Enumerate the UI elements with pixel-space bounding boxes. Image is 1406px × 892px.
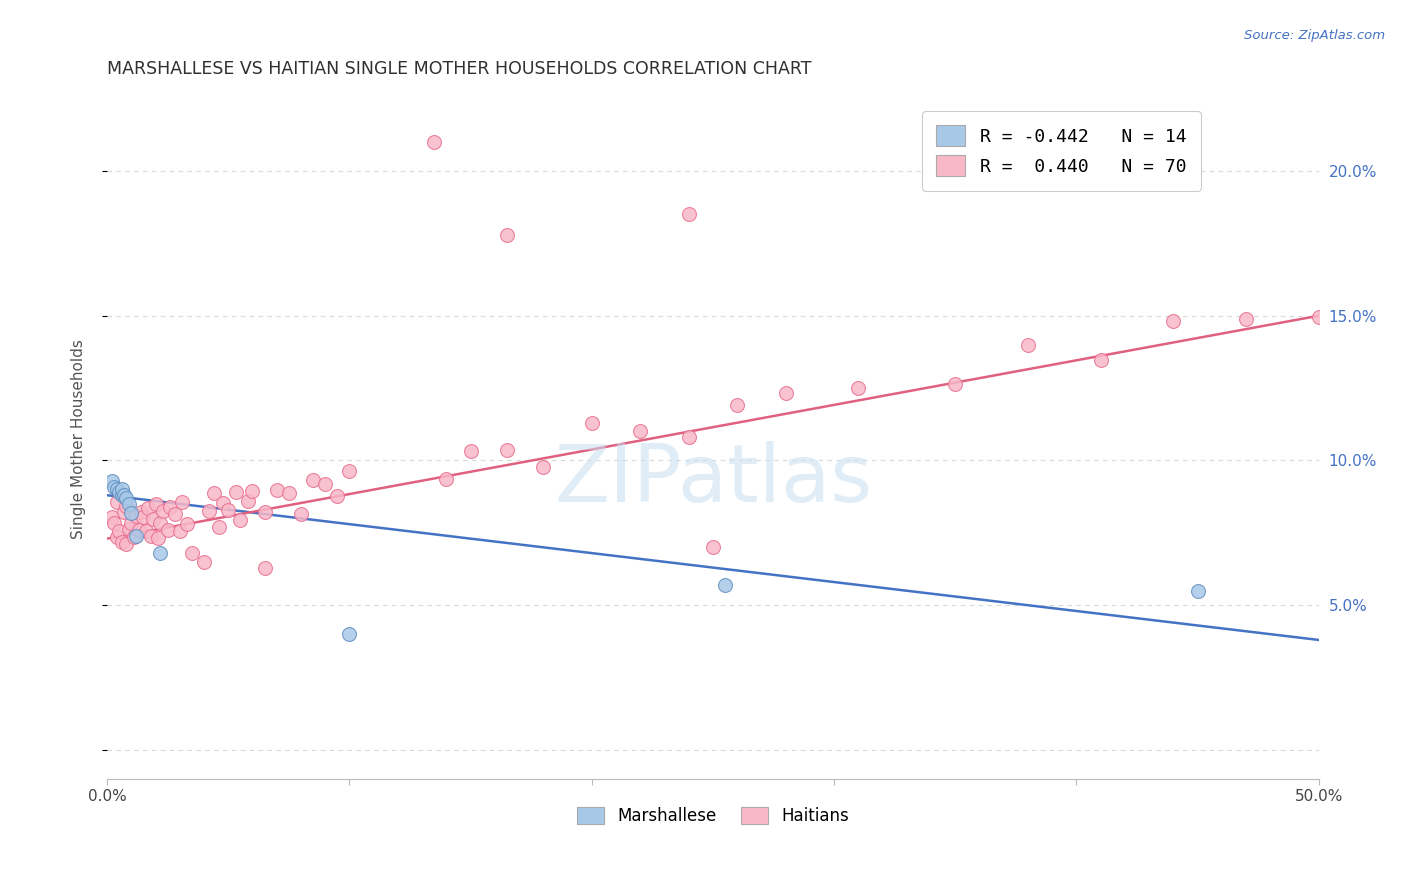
Point bbox=[531, 459, 554, 474]
Point bbox=[110, 488, 132, 502]
Point bbox=[628, 424, 651, 438]
Point bbox=[149, 516, 172, 530]
Point bbox=[434, 472, 457, 486]
Point bbox=[108, 485, 131, 500]
Point bbox=[110, 483, 132, 497]
Point bbox=[112, 488, 135, 502]
Point bbox=[290, 508, 312, 522]
Point bbox=[112, 505, 135, 519]
Point bbox=[101, 510, 124, 524]
Point bbox=[848, 381, 870, 395]
Point bbox=[118, 497, 141, 511]
Point bbox=[775, 385, 797, 400]
Point bbox=[159, 500, 181, 514]
Point bbox=[277, 486, 299, 500]
Point bbox=[180, 546, 202, 560]
Point bbox=[176, 516, 198, 531]
Point bbox=[120, 516, 142, 530]
Text: MARSHALLESE VS HAITIAN SINGLE MOTHER HOUSEHOLDS CORRELATION CHART: MARSHALLESE VS HAITIAN SINGLE MOTHER HOU… bbox=[107, 60, 811, 78]
Point bbox=[115, 491, 138, 505]
Text: ZIPatlas: ZIPatlas bbox=[554, 441, 872, 518]
Point bbox=[1017, 338, 1039, 352]
Point bbox=[581, 416, 603, 430]
Point bbox=[198, 504, 221, 518]
Point bbox=[714, 578, 737, 592]
Point bbox=[253, 505, 276, 519]
Point bbox=[128, 523, 150, 537]
Point bbox=[314, 476, 336, 491]
Point bbox=[105, 495, 128, 509]
Point bbox=[217, 503, 239, 517]
Point bbox=[135, 524, 157, 539]
Point bbox=[115, 499, 138, 513]
Point bbox=[139, 529, 162, 543]
Point bbox=[118, 522, 141, 536]
Point bbox=[1234, 312, 1257, 326]
Point bbox=[1163, 314, 1185, 328]
Point bbox=[242, 484, 264, 499]
Point bbox=[156, 524, 179, 538]
Point bbox=[702, 541, 724, 555]
Point bbox=[145, 497, 167, 511]
Y-axis label: Single Mother Households: Single Mother Households bbox=[72, 339, 86, 539]
Point bbox=[302, 473, 325, 487]
Point bbox=[725, 398, 748, 412]
Point bbox=[169, 524, 191, 538]
Point bbox=[125, 529, 148, 543]
Point bbox=[253, 560, 276, 574]
Legend: Marshallese, Haitians: Marshallese, Haitians bbox=[571, 800, 856, 832]
Point bbox=[115, 537, 138, 551]
Point bbox=[103, 516, 125, 530]
Point bbox=[108, 524, 131, 538]
Point bbox=[339, 464, 361, 478]
Point bbox=[1090, 353, 1112, 368]
Point bbox=[678, 430, 700, 444]
Point bbox=[207, 519, 229, 533]
Point bbox=[1308, 310, 1330, 325]
Point bbox=[129, 505, 152, 519]
Point bbox=[122, 530, 145, 544]
Point bbox=[142, 511, 165, 525]
Point bbox=[105, 530, 128, 544]
Point bbox=[423, 135, 446, 149]
Point bbox=[266, 483, 288, 497]
Point bbox=[460, 444, 482, 458]
Point bbox=[193, 555, 215, 569]
Point bbox=[212, 495, 235, 509]
Point bbox=[225, 484, 247, 499]
Point bbox=[678, 207, 700, 221]
Point bbox=[339, 627, 361, 641]
Point bbox=[103, 479, 125, 493]
Point bbox=[236, 494, 259, 508]
Point bbox=[110, 534, 132, 549]
Point bbox=[132, 510, 155, 524]
Text: Source: ZipAtlas.com: Source: ZipAtlas.com bbox=[1244, 29, 1385, 42]
Point bbox=[943, 377, 966, 392]
Point bbox=[120, 506, 142, 520]
Point bbox=[1187, 583, 1209, 598]
Point bbox=[496, 443, 519, 458]
Point bbox=[146, 531, 169, 545]
Point bbox=[229, 513, 252, 527]
Point bbox=[496, 227, 519, 242]
Point bbox=[152, 504, 174, 518]
Point bbox=[326, 489, 349, 503]
Point bbox=[101, 474, 124, 488]
Point bbox=[172, 494, 194, 508]
Point bbox=[125, 508, 148, 523]
Point bbox=[149, 546, 172, 560]
Point bbox=[163, 508, 186, 522]
Point bbox=[105, 483, 128, 497]
Point bbox=[202, 486, 225, 500]
Point bbox=[136, 500, 159, 515]
